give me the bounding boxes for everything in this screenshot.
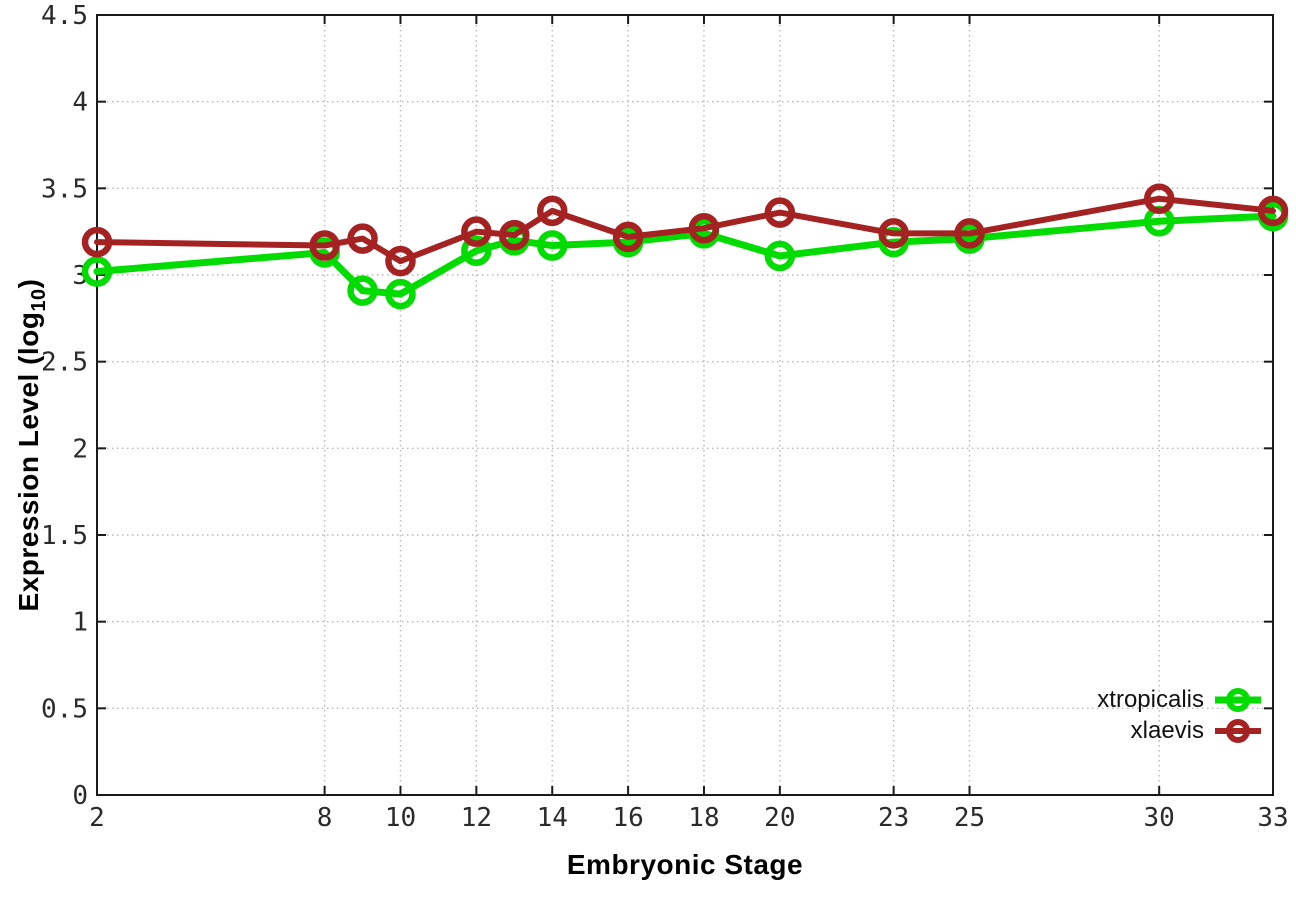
data-point-xlaevis-20 — [764, 197, 796, 228]
data-point-xlaevis-13 — [499, 219, 530, 251]
data-point-xtropicalis-20 — [764, 240, 796, 272]
plot-border — [96, 14, 1274, 796]
x-tick-label: 14 — [537, 803, 568, 833]
data-point-xlaevis-33 — [1257, 195, 1289, 227]
data-point-xlaevis-12 — [461, 216, 492, 247]
y-axis-title-text: Expression Level (log — [13, 311, 45, 612]
legend-label-xlaevis: xlaevis — [1130, 717, 1204, 744]
y-tick-label: 3.5 — [41, 174, 88, 204]
data-point-xtropicalis-9 — [347, 275, 378, 306]
data-point-xlaevis-2 — [81, 226, 113, 258]
x-tick-label: 2 — [89, 803, 105, 833]
data-point-xtropicalis-14 — [536, 230, 568, 261]
legend-sample-point — [1226, 688, 1250, 712]
legend-item-xtropicalis: xtropicalis — [1097, 686, 1262, 714]
y-tick-label: 2 — [72, 434, 88, 464]
data-point-xtropicalis-2 — [81, 256, 113, 287]
y-tick-label: 2.5 — [41, 348, 88, 378]
x-tick-label: 23 — [878, 803, 909, 833]
data-point-xlaevis-9 — [347, 223, 378, 254]
y-axis-title-subscript: 10 — [27, 288, 50, 312]
x-tick-label: 30 — [1144, 803, 1175, 833]
x-tick-label: 8 — [317, 803, 333, 833]
line-circle-marker-icon — [1215, 688, 1261, 712]
y-tick-label: 0 — [72, 781, 88, 811]
x-tick-label: 10 — [385, 803, 416, 833]
x-tick-label: 20 — [764, 803, 795, 833]
data-point-xlaevis-8 — [309, 230, 340, 261]
data-point-xlaevis-23 — [878, 218, 909, 249]
data-point-xtropicalis-10 — [385, 278, 416, 310]
x-tick-label: 33 — [1257, 803, 1288, 833]
y-tick-label: 0.5 — [41, 694, 88, 724]
y-tick-label: 4 — [72, 88, 88, 118]
data-point-xlaevis-14 — [536, 195, 568, 227]
legend-label-xtropicalis: xtropicalis — [1097, 686, 1204, 713]
data-point-xlaevis-18 — [688, 212, 720, 244]
y-axis-title-suffix: ) — [13, 278, 45, 289]
data-point-xlaevis-25 — [954, 218, 985, 249]
y-tick-label: 1.5 — [41, 521, 88, 551]
legend-item-xlaevis: xlaevis — [1131, 717, 1262, 745]
y-tick-label: 4.5 — [41, 1, 88, 31]
y-tick-label: 1 — [72, 608, 88, 638]
line-circle-marker-icon — [1215, 719, 1261, 743]
data-point-xlaevis-10 — [385, 245, 416, 277]
x-tick-label: 16 — [612, 803, 643, 833]
data-point-xtropicalis-12 — [461, 235, 492, 266]
x-axis-title: Embryonic Stage — [566, 849, 804, 880]
data-point-xlaevis-30 — [1143, 183, 1175, 214]
x-tick-label: 25 — [954, 803, 985, 833]
y-axis-title: Expression Level (log10) — [13, 279, 51, 612]
x-tick-label: 18 — [688, 803, 719, 833]
data-point-xlaevis-16 — [612, 221, 644, 253]
x-tick-label: 12 — [461, 803, 492, 833]
legend-sample-point — [1226, 719, 1250, 743]
